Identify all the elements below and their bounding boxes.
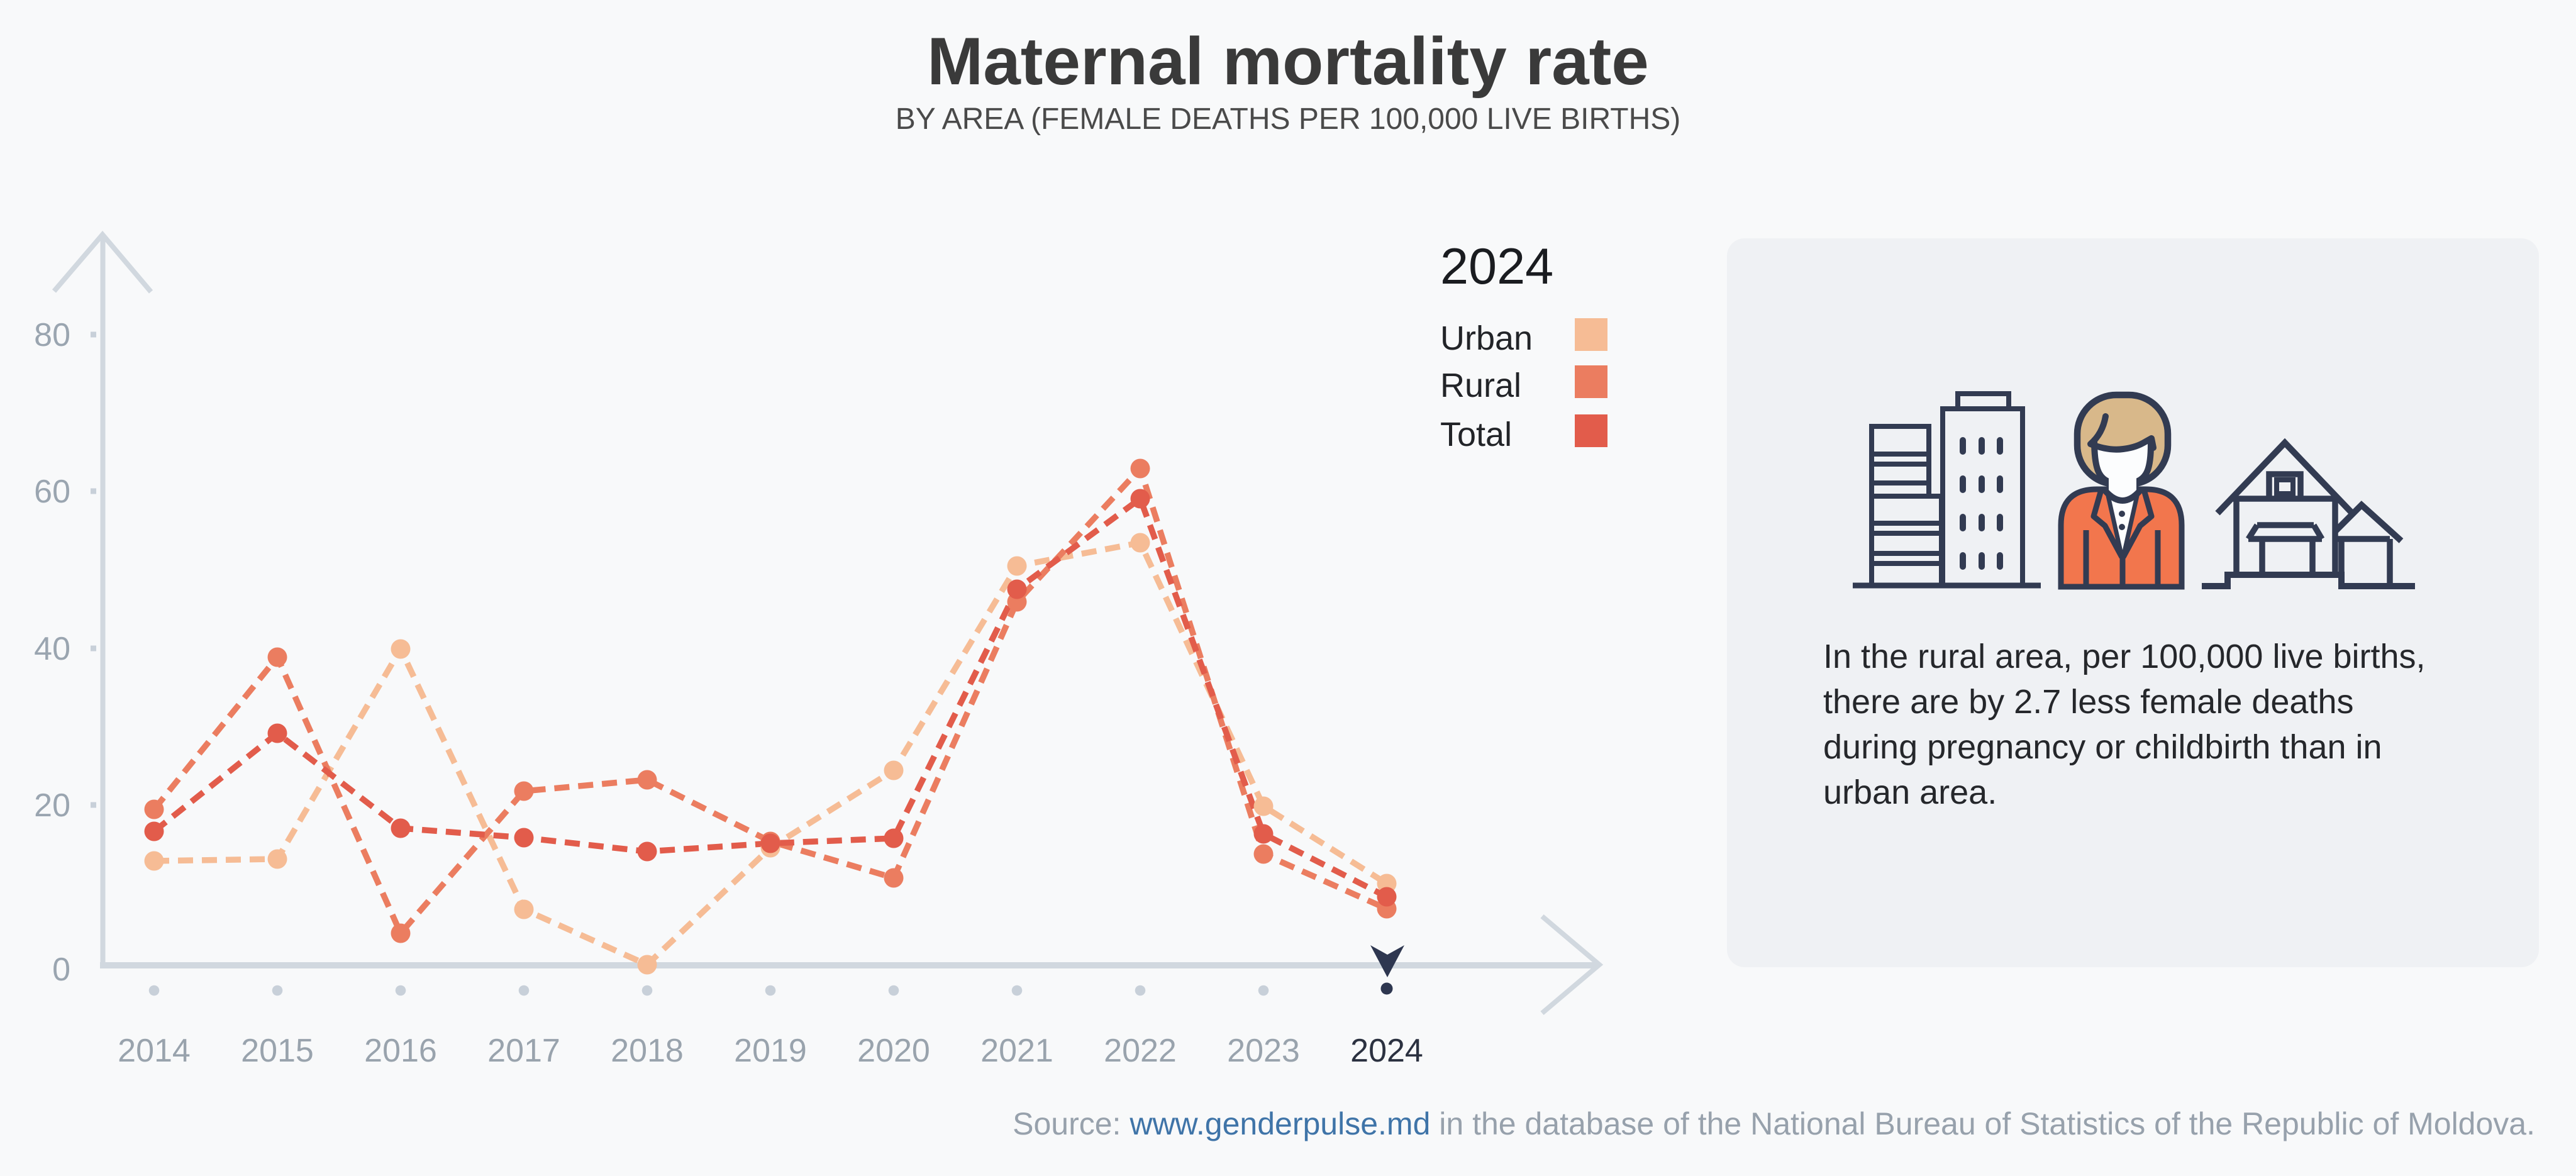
svg-text:80: 80: [34, 317, 70, 353]
svg-text:2017: 2017: [487, 1033, 560, 1069]
svg-text:2022: 2022: [1104, 1033, 1177, 1069]
svg-text:20: 20: [34, 787, 70, 824]
svg-text:2018: 2018: [611, 1033, 684, 1069]
svg-text:2021: 2021: [980, 1033, 1053, 1069]
svg-text:2023: 2023: [1227, 1033, 1300, 1069]
svg-text:2014: 2014: [118, 1033, 191, 1069]
svg-text:2020: 2020: [857, 1033, 930, 1069]
svg-text:0: 0: [52, 951, 70, 988]
svg-text:60: 60: [34, 474, 70, 510]
svg-text:2024: 2024: [1350, 1033, 1423, 1069]
svg-text:2015: 2015: [241, 1033, 314, 1069]
svg-text:40: 40: [34, 631, 70, 667]
svg-text:2019: 2019: [734, 1033, 807, 1069]
svg-text:2016: 2016: [364, 1033, 437, 1069]
